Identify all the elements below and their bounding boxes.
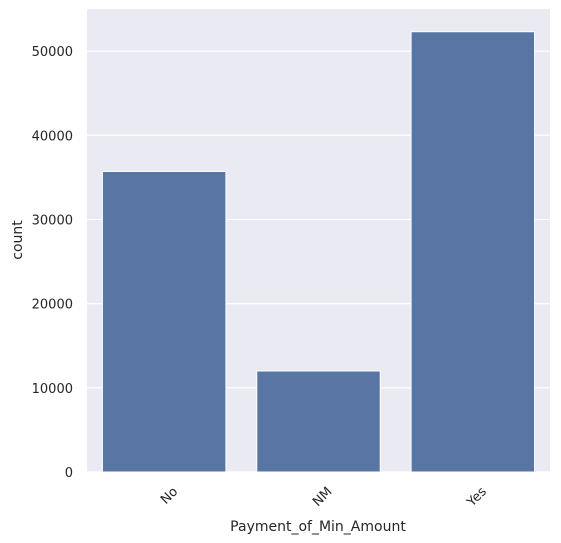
y-tick-label: 20000 — [32, 298, 73, 313]
bars — [101, 31, 536, 473]
bar-nm — [256, 370, 381, 473]
y-tick-label: 40000 — [32, 129, 73, 144]
x-tick-label-nm: NM — [310, 484, 335, 509]
x-axis-label: Payment_of_Min_Amount — [230, 519, 406, 535]
y-tick-label: 0 — [65, 466, 73, 481]
y-tick-label: 10000 — [32, 382, 73, 397]
y-axis-ticks: 0 10000 20000 30000 40000 50000 — [32, 45, 73, 481]
y-axis-label: count — [10, 220, 26, 260]
bar-yes — [410, 31, 536, 473]
x-axis-ticks: No NM Yes — [158, 484, 490, 510]
x-tick-label-yes: Yes — [464, 484, 490, 510]
y-tick-label: 30000 — [32, 213, 73, 228]
y-tick-label: 50000 — [32, 45, 73, 60]
bar-no — [101, 170, 227, 473]
x-tick-label-no: No — [158, 484, 181, 507]
